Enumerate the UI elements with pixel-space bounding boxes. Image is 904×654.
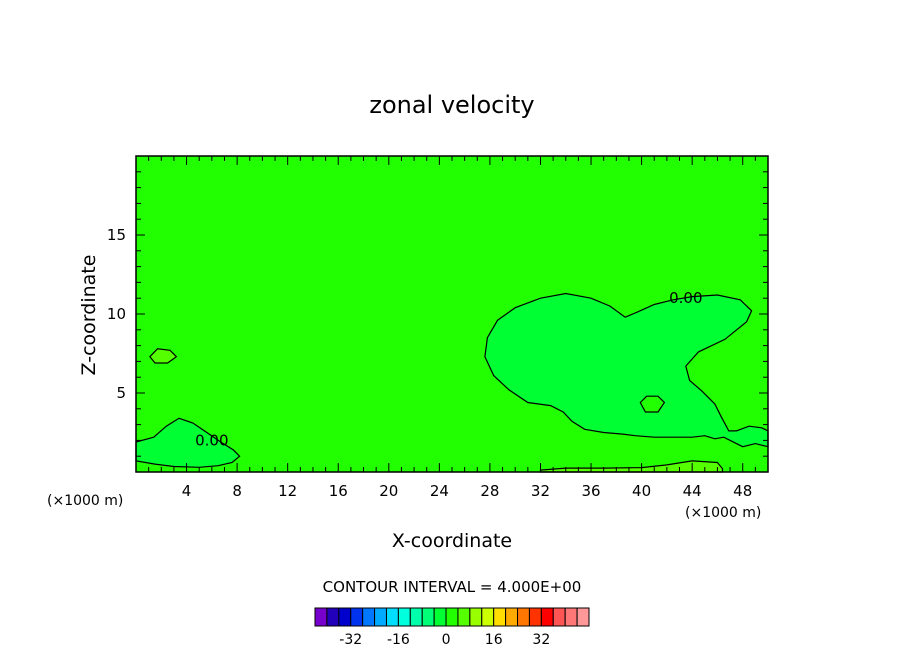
colorbar-swatch: [576, 607, 590, 627]
colorbar-tick-label: 32: [532, 632, 550, 648]
colorbar-swatch: [385, 607, 399, 627]
contour-region-east-positive-lobe: [484, 292, 769, 448]
colorbar-swatch: [505, 607, 519, 627]
colorbar: -32 -16 0 16 32: [314, 607, 590, 648]
colorbar-swatch: [350, 607, 364, 627]
x-tick-label: 36: [581, 482, 600, 500]
x-unit-right: (×1000 m): [685, 505, 761, 521]
contour-region-small-patch-2-7: [149, 348, 178, 364]
plot-area: 0.00 0.00: [135, 156, 769, 473]
x-tick-label: 8: [232, 482, 242, 500]
colorbar-tick-label: -16: [387, 632, 410, 648]
x-tick-label: 20: [379, 482, 398, 500]
colorbar-swatch: [445, 607, 459, 627]
colorbar-swatch: [374, 607, 387, 627]
x-tick-label: 32: [531, 482, 550, 500]
y-tick-label: 15: [107, 226, 126, 244]
colorbar-swatch: [564, 607, 578, 627]
x-tick-label: 16: [329, 482, 348, 500]
x-tick-label: 12: [278, 482, 297, 500]
colorbar-swatch: [397, 607, 411, 627]
colorbar-swatch: [493, 607, 507, 627]
colorbar-swatch: [517, 607, 530, 627]
x-axis-label: X-coordinate: [392, 530, 512, 552]
colorbar-swatch: [433, 607, 447, 627]
colorbar-swatch: [314, 607, 328, 627]
colorbar-tick-label: 0: [442, 632, 451, 648]
colorbar-swatch: [528, 607, 542, 627]
colorbar-swatch: [421, 607, 435, 627]
x-tick-label: 40: [632, 482, 651, 500]
colorbar-swatch: [362, 607, 376, 627]
contour-region-small-island-40: [639, 395, 666, 413]
y-axis-label: Z-coordinate: [78, 255, 100, 376]
colorbar-swatch: [481, 607, 495, 627]
x-tick-label: 44: [683, 482, 702, 500]
x-unit-left: (×1000 m): [47, 493, 123, 509]
contour-region-west-positive-lobe: [135, 417, 241, 468]
colorbar-swatch: [540, 607, 554, 627]
y-tick-label: 10: [107, 305, 126, 323]
colorbar-swatch: [457, 607, 471, 627]
contour-label: 0.00: [195, 431, 228, 449]
y-tick-label: 5: [116, 384, 126, 402]
colorbar-swatch: [338, 607, 352, 627]
x-tick-label: 28: [480, 482, 499, 500]
x-tick-label: 48: [733, 482, 752, 500]
colorbar-tick-label: 16: [485, 632, 503, 648]
contour-interval-label: CONTOUR INTERVAL = 4.000E+00: [323, 578, 582, 596]
colorbar-tick-label: -32: [339, 632, 362, 648]
contour-label: 0.00: [669, 289, 702, 307]
colorbar-swatch: [326, 607, 340, 627]
x-tick-label: 4: [182, 482, 192, 500]
colorbar-swatch: [409, 607, 423, 627]
chart-title: zonal velocity: [369, 91, 534, 119]
colorbar-swatch: [469, 607, 483, 627]
x-tick-label: 24: [430, 482, 449, 500]
colorbar-swatch: [552, 607, 566, 627]
